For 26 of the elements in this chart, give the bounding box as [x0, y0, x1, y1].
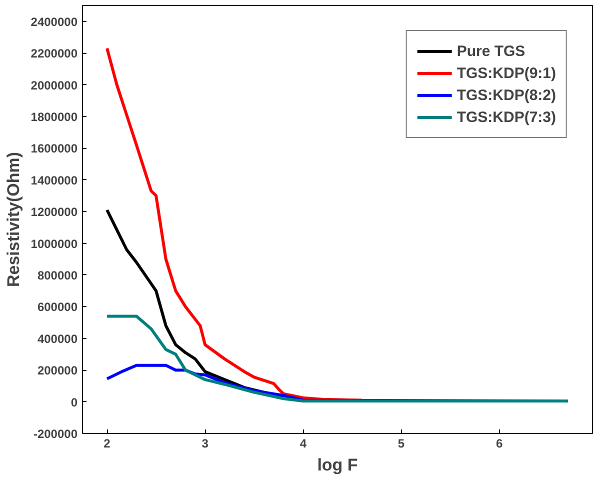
x-tick-label: 2 [104, 436, 111, 450]
legend-label: TGS:KDP(7:3) [456, 108, 556, 126]
y-tick-label: 1600000 [30, 142, 78, 156]
y-axis-title: Resistivity(Ohm) [4, 152, 23, 288]
y-tick-label: 1000000 [30, 236, 78, 251]
x-tick-label: 5 [398, 436, 405, 450]
y-tick-label: 2400000 [30, 14, 78, 29]
y-tick-label: -200000 [33, 427, 78, 441]
y-tick-label: 0 [70, 395, 78, 410]
x-axis-title: log F [317, 456, 358, 474]
y-tick-label: 2200000 [30, 46, 78, 61]
y-tick-label: 200000 [37, 364, 78, 378]
y-tick-label: 1200000 [30, 205, 78, 220]
y-tick-label: 1800000 [30, 110, 78, 124]
line-series [106, 314, 570, 403]
y-tick-label: 800000 [37, 268, 78, 282]
y-tick-label: 400000 [37, 332, 78, 346]
y-tick-label: 2000000 [30, 78, 78, 92]
legend-label: Pure TGS [456, 42, 526, 60]
y-tick-label: 1400000 [30, 173, 78, 188]
x-tick-label: 3 [202, 436, 209, 450]
legend-label: TGS:KDP(8:2) [456, 86, 556, 104]
x-tick-label: 4 [300, 436, 307, 450]
y-tick-label: 600000 [37, 300, 78, 314]
x-tick-label: 6 [496, 436, 503, 450]
legend-label: TGS:KDP(9:1) [456, 64, 556, 82]
